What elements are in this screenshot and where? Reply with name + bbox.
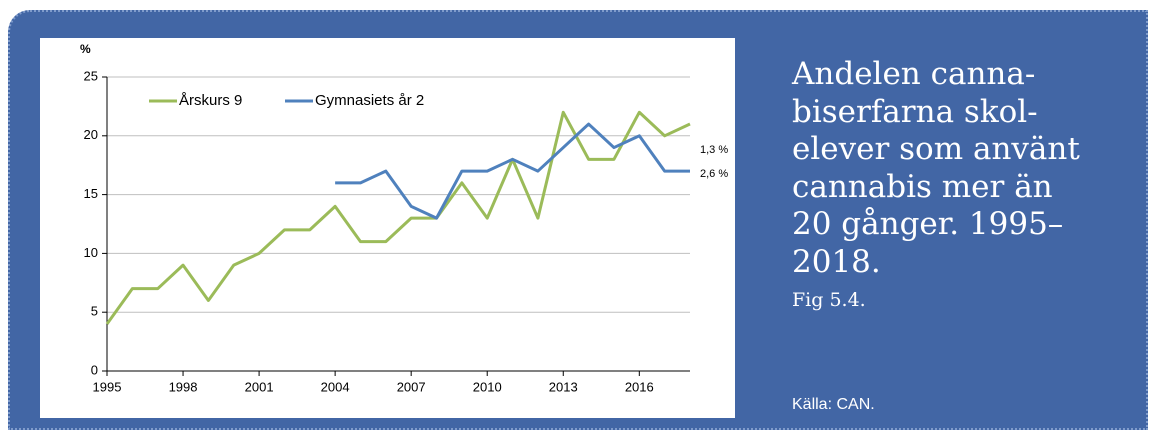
x-tick-label: 2016 — [625, 379, 654, 394]
source: Källa: CAN. — [792, 396, 875, 413]
caption-line: 2018. — [792, 243, 881, 280]
x-tick-label: 2001 — [245, 379, 274, 394]
x-tick-label: 2004 — [321, 379, 350, 394]
caption-line: 20 gånger. 1995– — [792, 206, 1064, 242]
y-tick-label: 5 — [91, 304, 98, 319]
y-tick-label: 0 — [91, 362, 98, 377]
series-line — [105, 110, 691, 325]
x-tick-label: 2007 — [397, 379, 426, 394]
figure-label: Fig 5.4. — [792, 289, 866, 311]
caption-line: elever som använt — [792, 131, 1080, 167]
x-tick-label: 2010 — [473, 379, 502, 394]
legend-label: Gymnasiets år 2 — [315, 92, 424, 109]
annotation: 2,6 % — [700, 168, 728, 180]
caption-line: Andelen canna- — [792, 56, 1036, 92]
y-tick-label: 15 — [84, 186, 98, 201]
x-tick-label: 2013 — [549, 379, 578, 394]
legend-label: Årskurs 9 — [179, 92, 242, 109]
y-tick-label: 20 — [84, 127, 98, 142]
annotation: 1,3 % — [700, 144, 728, 156]
caption: Andelen canna-biserfarna skol-elever som… — [792, 56, 1080, 311]
y-tick-label: 25 — [84, 68, 98, 83]
y-axis-label: % — [80, 42, 91, 56]
caption-line: biserfarna skol- — [792, 93, 1038, 130]
x-tick-label: 1998 — [169, 379, 198, 394]
series-line — [335, 122, 690, 220]
y-tick-label: 10 — [84, 245, 98, 260]
x-tick-label: 1995 — [93, 379, 122, 394]
caption-line: cannabis mer än — [792, 168, 1053, 205]
chart: % 0 5 10 15 20 25 1995 1998 2001 2004 2007 2010 2013… — [40, 38, 735, 418]
